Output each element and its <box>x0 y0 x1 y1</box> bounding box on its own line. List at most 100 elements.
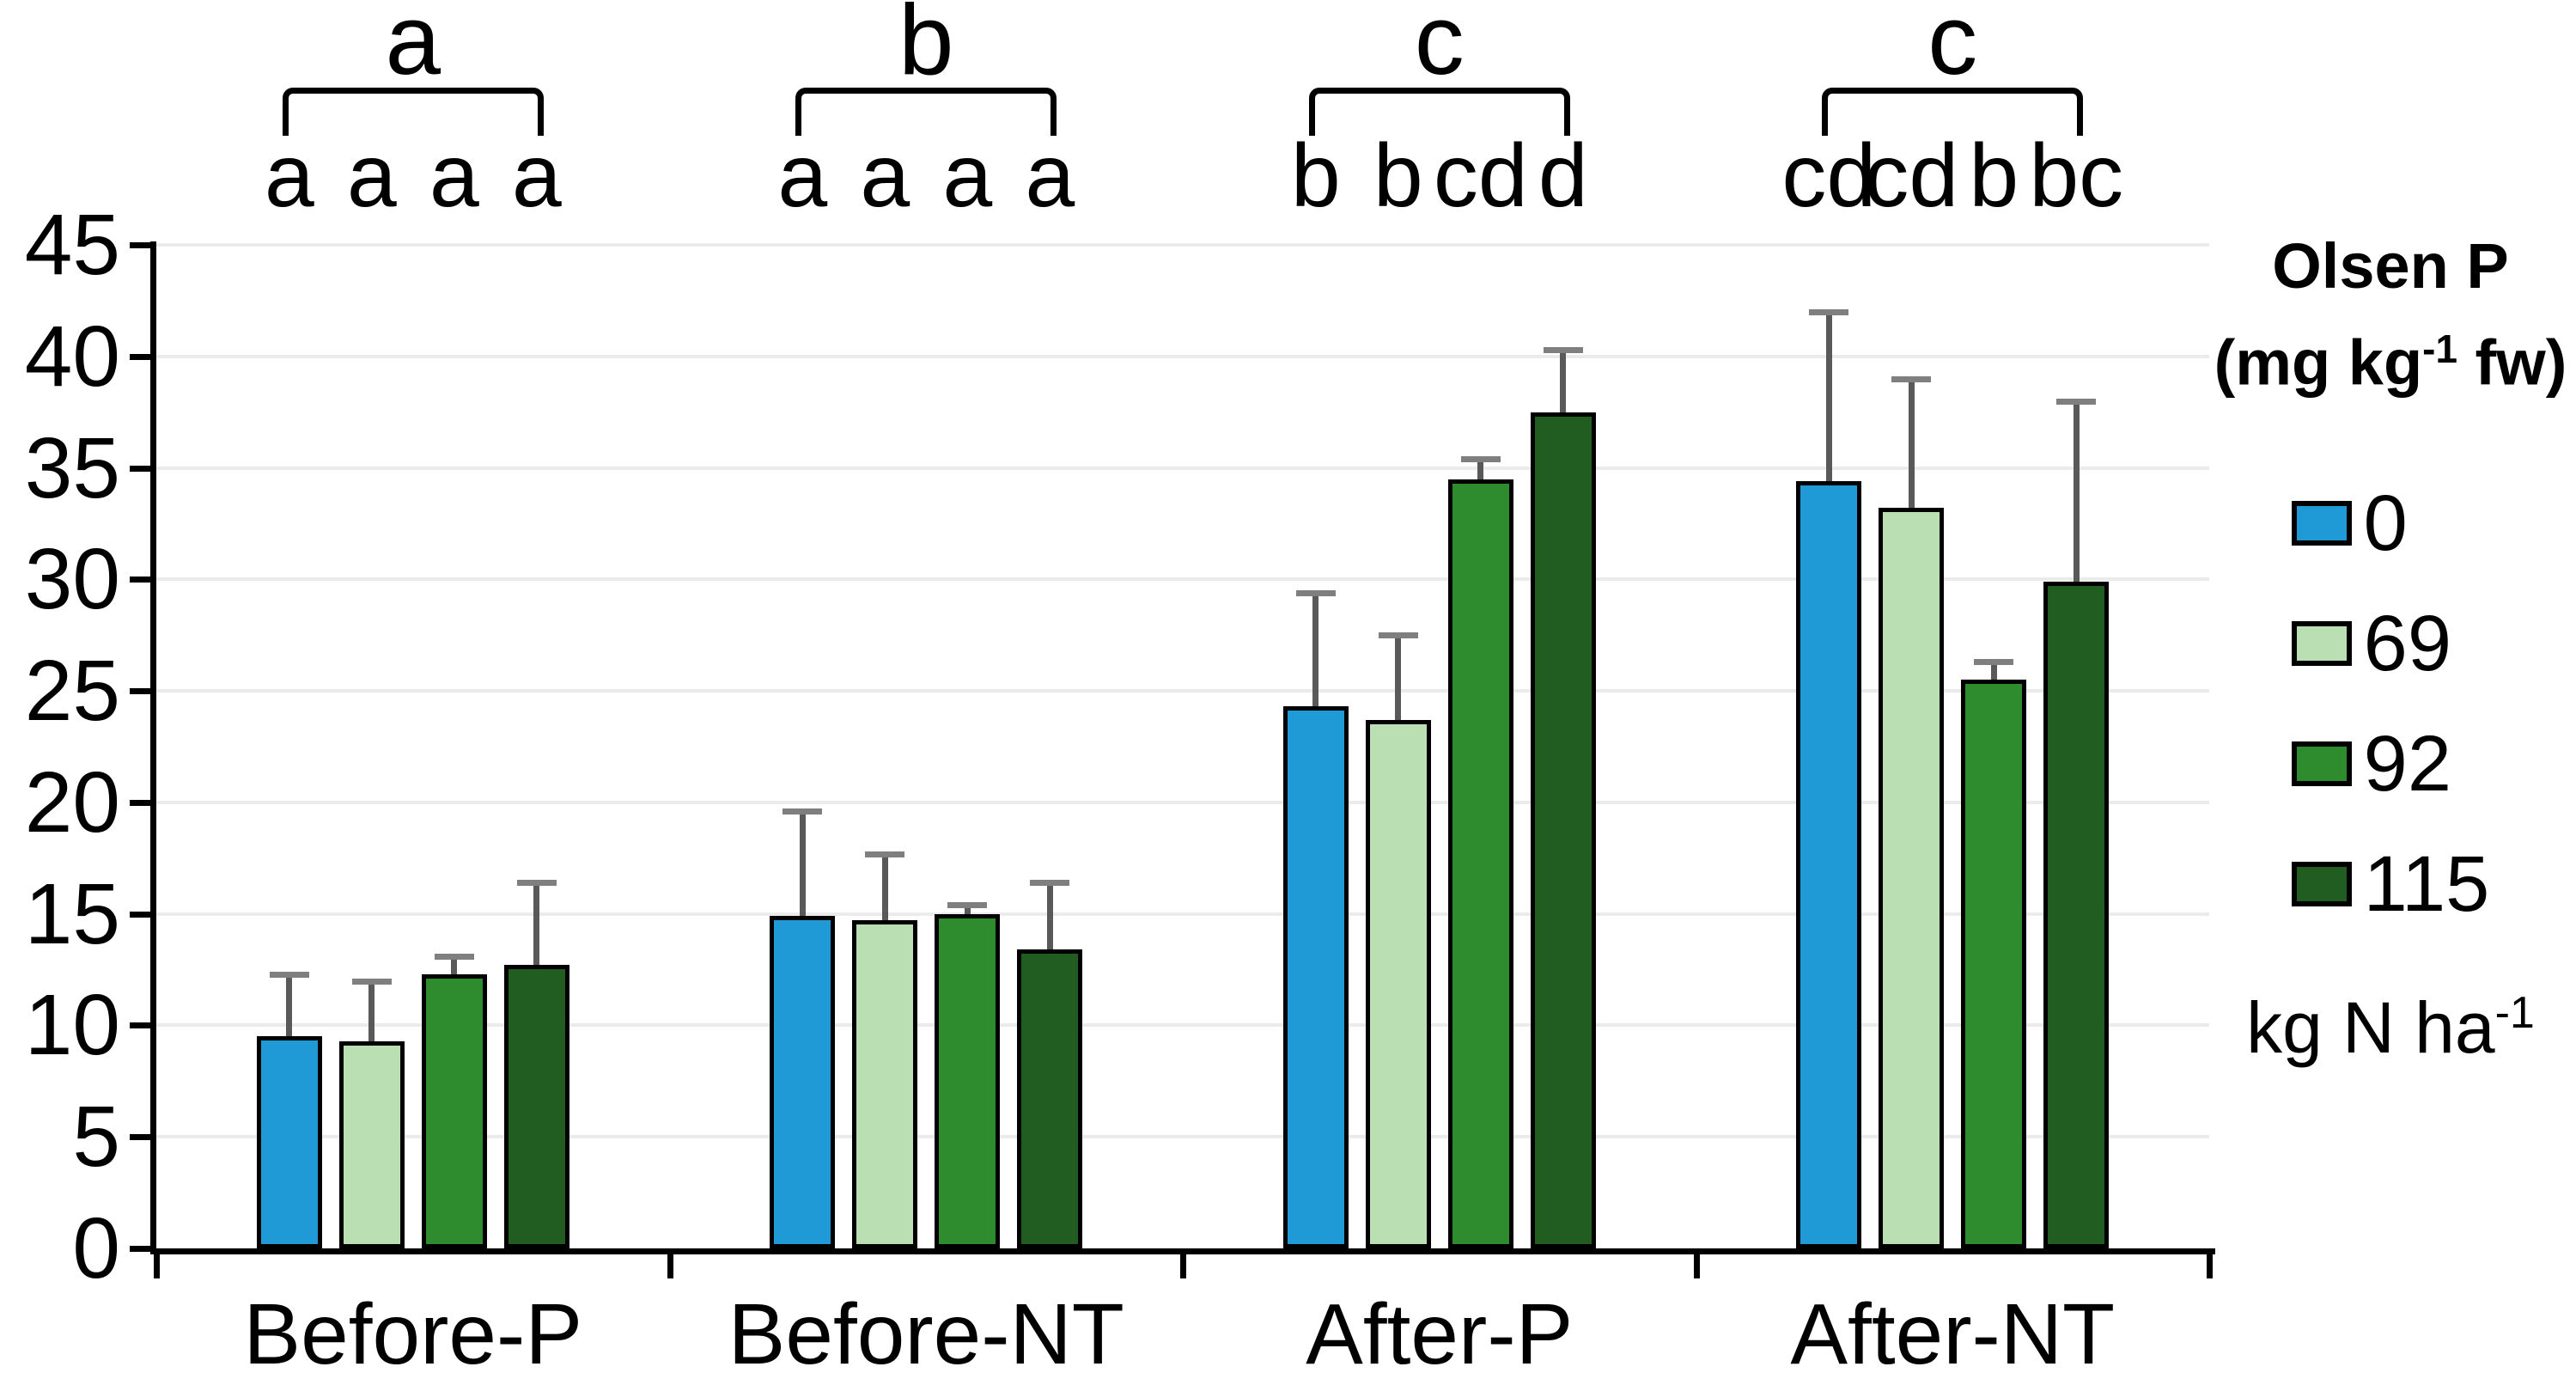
x-category-label: Before-P <box>243 1286 583 1382</box>
y-axis-tick-label: 0 <box>72 1200 120 1297</box>
y-gridline <box>156 800 2209 804</box>
error-bar-stem <box>1990 662 1997 680</box>
significance-letter: cd <box>1781 126 1877 226</box>
error-bar-cap <box>783 808 823 815</box>
bar <box>1961 680 2027 1248</box>
group-significance-letter: c <box>1927 0 1978 95</box>
legend-note-superscript: -1 <box>2494 987 2535 1038</box>
error-bar-cap <box>2056 398 2097 405</box>
y-axis-tick <box>130 242 150 248</box>
group-bracket <box>795 88 1057 136</box>
significance-letter: cd <box>1433 126 1528 226</box>
group-bracket <box>1308 88 1570 136</box>
x-axis-tick <box>2207 1254 2213 1278</box>
error-bar-stem <box>1560 349 1567 412</box>
y-gridline <box>156 1135 2209 1139</box>
y-axis-tick <box>130 353 150 360</box>
x-axis-tick <box>1180 1254 1186 1278</box>
error-bar-stem <box>2073 400 2080 582</box>
y-axis-tick-label: 35 <box>24 419 120 516</box>
legend-item-label: 115 <box>2363 839 2490 928</box>
error-bar-cap <box>269 971 309 978</box>
legend-item: 0 <box>2291 480 2490 566</box>
legend-item-label: 69 <box>2363 599 2451 687</box>
y-gridline <box>156 577 2209 582</box>
significance-letter: a <box>942 126 993 226</box>
error-bar-stem <box>881 853 888 921</box>
bar <box>2043 581 2110 1248</box>
y-axis-tick-label: 40 <box>24 308 120 405</box>
y-gridline <box>156 1023 2209 1028</box>
error-bar-cap <box>865 851 905 857</box>
legend-title-line1: Olsen P <box>2272 230 2509 302</box>
y-axis-tick <box>130 688 150 695</box>
x-axis-tick <box>667 1254 673 1278</box>
y-axis-tick <box>130 577 150 583</box>
error-bar-stem <box>1312 592 1319 707</box>
bar <box>1365 719 1431 1248</box>
bar <box>1017 949 1083 1248</box>
legend-swatch-icon <box>2291 620 2352 666</box>
significance-letter: a <box>264 126 314 226</box>
error-bar-stem <box>1477 459 1484 479</box>
significance-letter: a <box>511 126 562 226</box>
bar <box>1530 412 1596 1248</box>
y-axis-tick-label: 45 <box>24 197 120 293</box>
error-bar-stem <box>1046 882 1053 950</box>
y-axis-tick-label: 25 <box>24 643 120 740</box>
x-axis-tick <box>154 1254 160 1278</box>
error-bar-stem <box>1395 635 1402 720</box>
legend-title-line2-pre: (mg kg <box>2214 326 2423 399</box>
error-bar-stem <box>533 882 540 966</box>
x-category-label: After-NT <box>1790 1286 2116 1382</box>
legend-item-label: 92 <box>2363 719 2451 808</box>
error-bar-cap <box>1974 659 2014 666</box>
legend-title-superscript: -1 <box>2422 326 2457 371</box>
legend-title-line2: (mg kg-1 fw) <box>2214 308 2567 405</box>
y-axis-tick <box>130 1246 150 1252</box>
group-significance-letter: c <box>1414 0 1465 95</box>
significance-letter: a <box>777 126 828 226</box>
x-category-label: Before-NT <box>728 1286 1124 1382</box>
legend-unit-note: kg N ha-1 <box>2246 972 2535 1069</box>
error-bar-cap <box>1543 346 1583 353</box>
error-bar-cap <box>1378 632 1418 639</box>
error-bar-stem <box>1825 311 1832 482</box>
y-axis-line <box>150 241 156 1254</box>
significance-letter: a <box>860 126 910 226</box>
error-bar-stem <box>286 973 293 1037</box>
y-axis-tick <box>130 1134 150 1141</box>
error-bar-cap <box>1295 589 1336 596</box>
y-gridline <box>156 689 2209 693</box>
y-axis-tick <box>130 799 150 806</box>
error-bar-stem <box>799 811 806 917</box>
x-category-label: After-P <box>1306 1286 1574 1382</box>
bar <box>852 920 918 1248</box>
legend-swatch-icon <box>2291 741 2352 786</box>
significance-letter: a <box>1025 126 1075 226</box>
significance-letter: a <box>346 126 397 226</box>
error-bar-cap <box>1460 456 1501 463</box>
legend-item: 115 <box>2291 839 2490 928</box>
error-bar-cap <box>351 978 392 985</box>
y-axis-tick-label: 5 <box>72 1089 120 1186</box>
bar <box>1282 706 1349 1248</box>
legend-swatch-icon <box>2291 500 2352 546</box>
y-gridline <box>156 243 2209 247</box>
significance-letter: d <box>1538 126 1588 226</box>
legend-title-line2-post: fw) <box>2457 326 2567 399</box>
y-axis-tick <box>130 1022 150 1029</box>
x-axis-tick <box>1693 1254 1700 1278</box>
legend-item: 69 <box>2291 599 2490 687</box>
group-bracket <box>1822 88 2084 136</box>
error-bar-stem <box>451 955 458 974</box>
y-gridline <box>156 466 2209 470</box>
significance-letter: bc <box>2029 126 2124 226</box>
error-bar-stem <box>964 905 971 914</box>
bar <box>1879 508 1945 1248</box>
y-axis-tick <box>130 911 150 918</box>
y-axis-tick-label: 10 <box>24 977 120 1074</box>
legend-item: 92 <box>2291 719 2490 808</box>
